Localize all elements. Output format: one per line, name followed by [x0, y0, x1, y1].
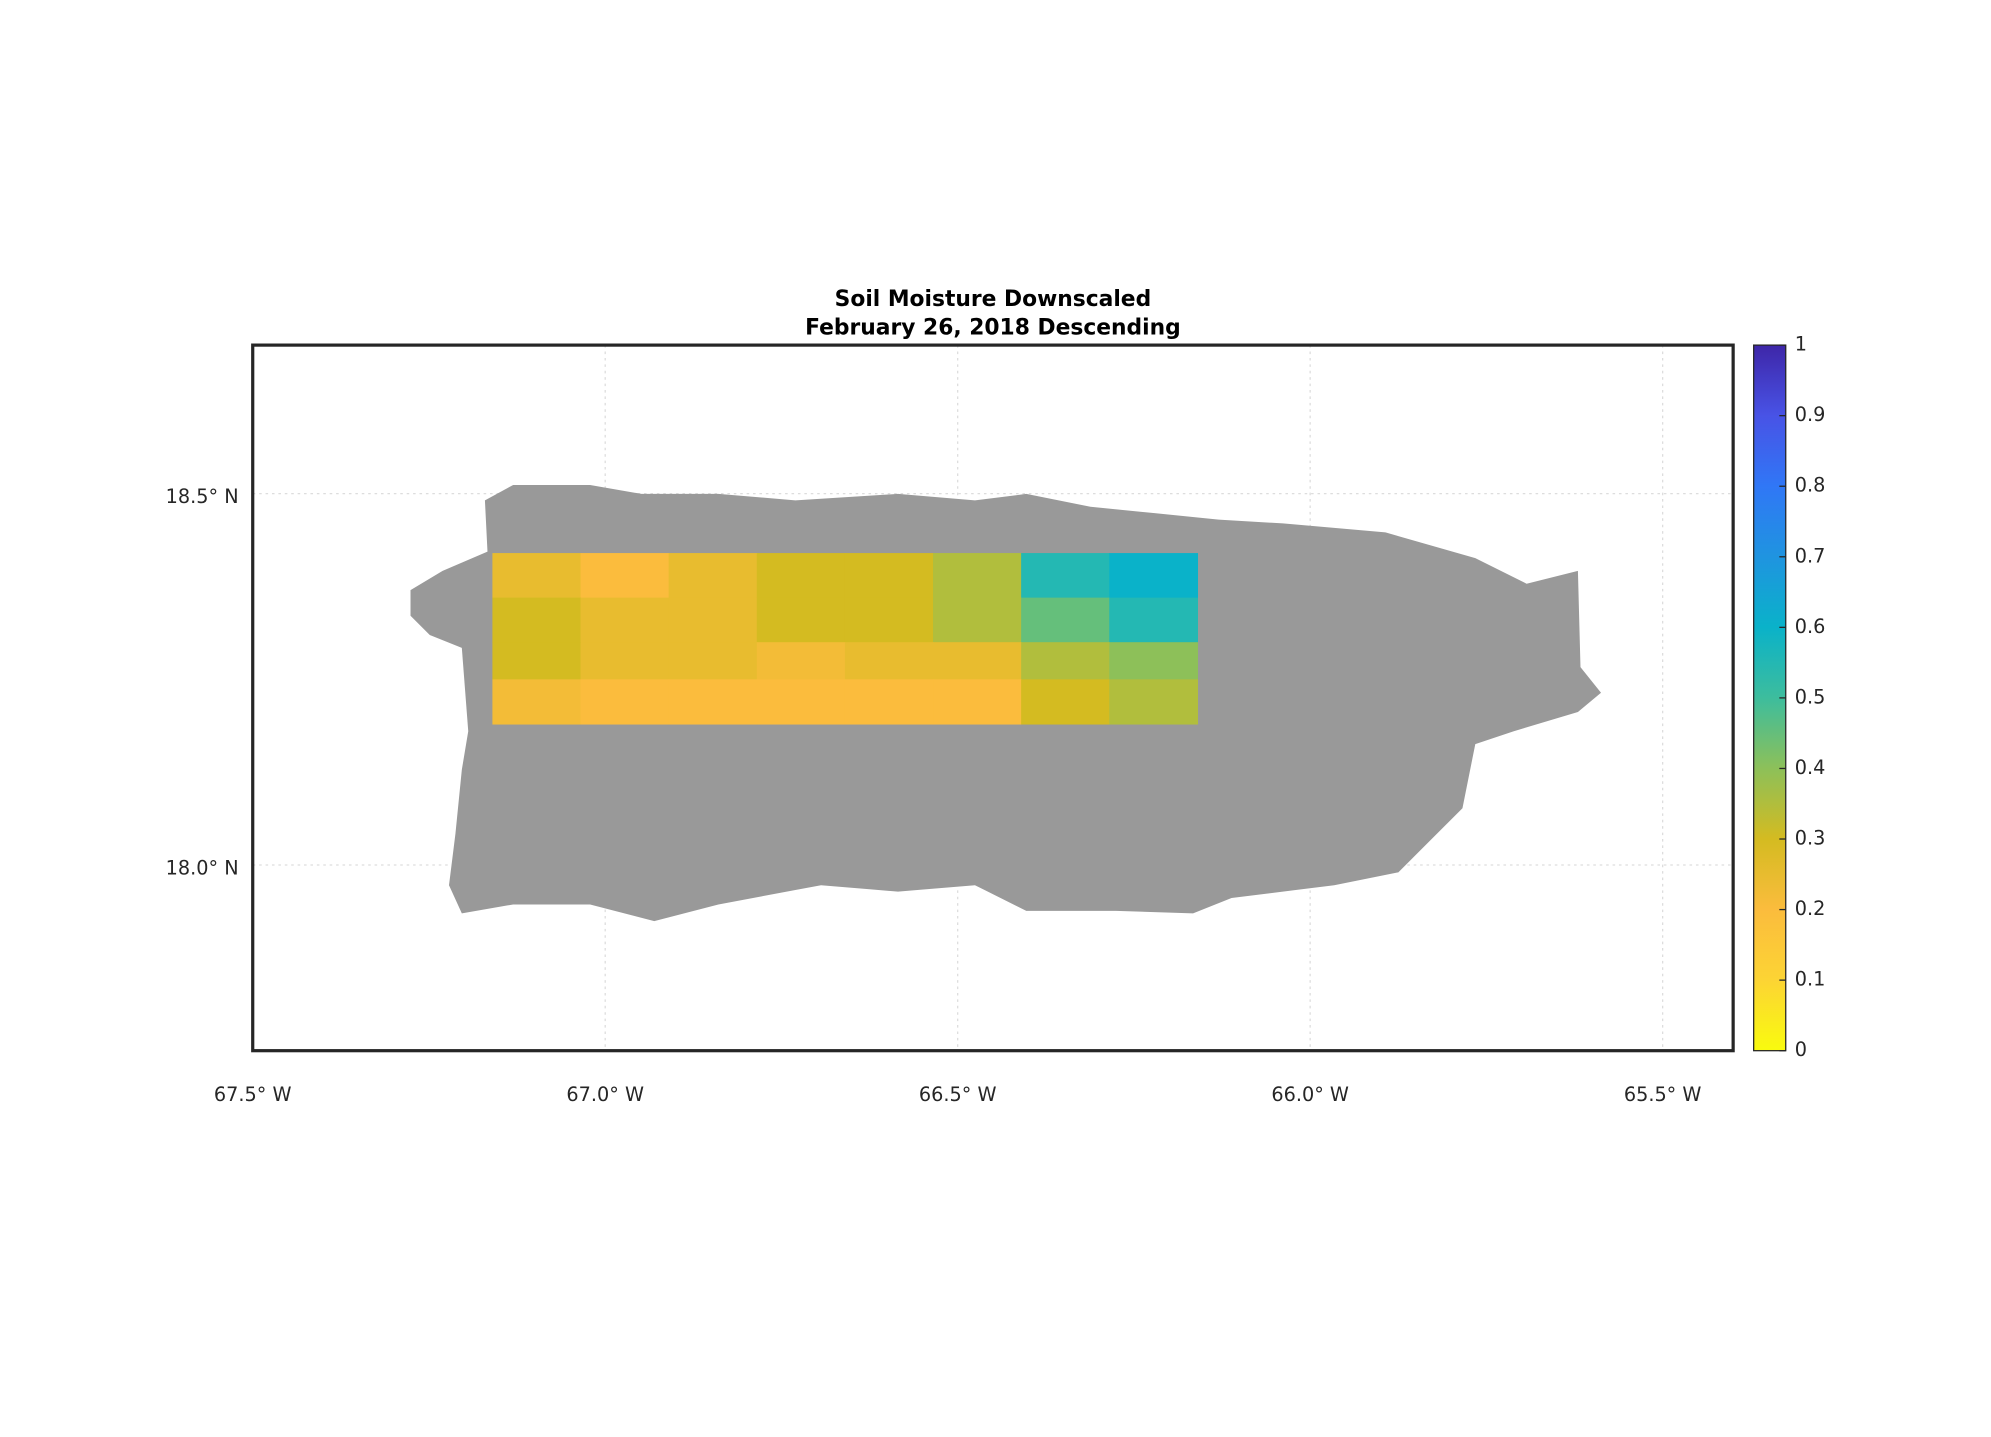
moisture-cell [1021, 597, 1110, 643]
colorbar-tick-label: 0.6 [1795, 615, 1826, 638]
moisture-cell [580, 553, 670, 599]
colorbar-tick-label: 0.5 [1795, 685, 1826, 708]
moisture-cell [580, 597, 670, 643]
moisture-cell [668, 553, 758, 599]
moisture-cell [1021, 553, 1110, 599]
moisture-cell [1109, 642, 1199, 680]
moisture-cell [1109, 597, 1199, 643]
moisture-cell [844, 553, 934, 599]
colorbar-tick-label: 1 [1795, 333, 1807, 356]
moisture-cell [1021, 642, 1110, 680]
colorbar-tick-label: 0.8 [1795, 474, 1826, 497]
moisture-cell [580, 642, 670, 680]
moisture-cell [1109, 553, 1199, 599]
moisture-cell [844, 597, 934, 643]
x-tick-label: 66.0° W [1271, 1083, 1349, 1106]
moisture-cell [492, 679, 582, 725]
moisture-cell [492, 597, 582, 643]
x-tick-label: 65.5° W [1624, 1083, 1702, 1106]
moisture-cell [668, 597, 758, 643]
moisture-cell [756, 597, 846, 643]
x-tick-label: 67.0° W [566, 1083, 644, 1106]
moisture-cell [492, 553, 582, 599]
x-tick-label: 66.5° W [919, 1083, 997, 1106]
moisture-cell [756, 679, 846, 725]
moisture-cell [756, 642, 846, 680]
colorbar-tick-label: 0.7 [1795, 544, 1826, 567]
x-tick-label: 67.5° W [214, 1083, 292, 1106]
moisture-cell [580, 679, 670, 725]
moisture-cell [756, 553, 846, 599]
colorbar-tick-label: 0.3 [1795, 827, 1826, 850]
title-line-2: February 26, 2018 Descending [805, 315, 1181, 340]
colorbar-tick-label: 0.4 [1795, 756, 1826, 779]
moisture-cell [844, 679, 934, 725]
moisture-cell [933, 642, 1022, 680]
moisture-cell [668, 679, 758, 725]
colorbar-tick-label: 0 [1795, 1038, 1807, 1061]
moisture-cell [933, 679, 1022, 725]
moisture-cell [844, 642, 934, 680]
title-line-1: Soil Moisture Downscaled [835, 287, 1152, 312]
moisture-cell [1109, 679, 1199, 725]
colorbar-tick-label: 0.9 [1795, 403, 1826, 426]
map-frame [251, 343, 1735, 1053]
colorbar-tick-label: 0.1 [1795, 968, 1826, 991]
colorbar-tick-label: 0.2 [1795, 897, 1826, 920]
y-tick-label: 18.0° N [166, 856, 239, 879]
moisture-cell [668, 642, 758, 680]
moisture-cell [1021, 679, 1110, 725]
moisture-cell [492, 642, 582, 680]
y-tick-label: 18.5° N [166, 485, 239, 508]
moisture-cell [933, 597, 1022, 643]
moisture-cell [933, 553, 1022, 599]
